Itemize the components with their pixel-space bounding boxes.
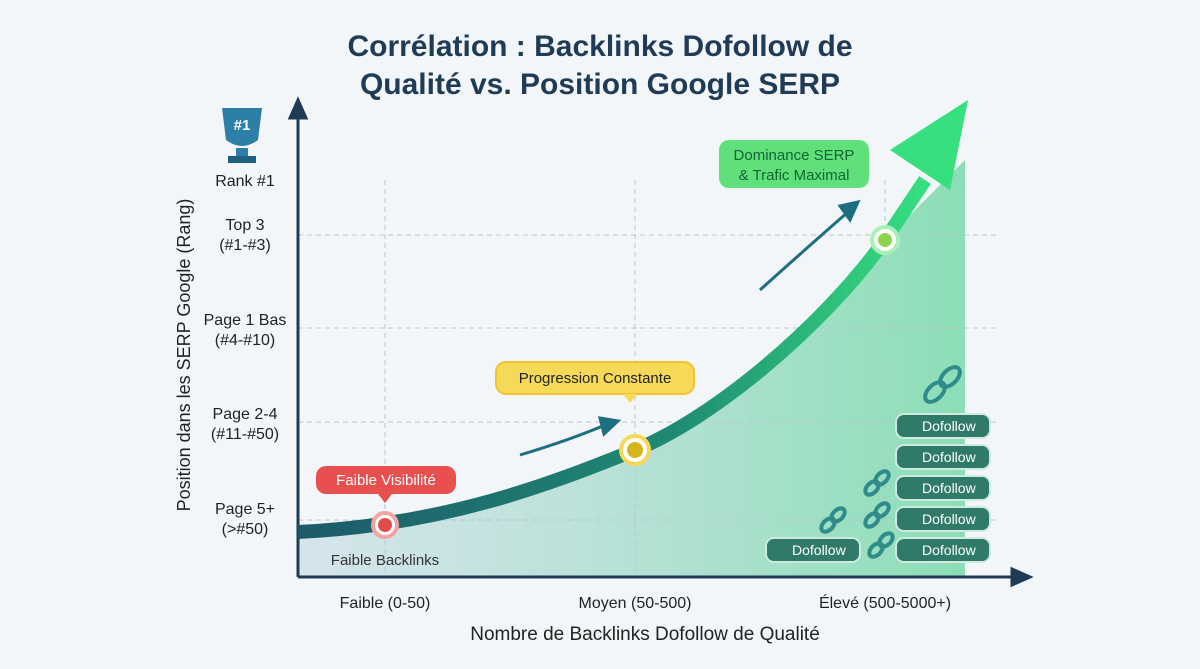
y-level: Page 2-4: [213, 406, 278, 423]
area-fill: [298, 160, 965, 577]
y-level: Top 3: [225, 217, 264, 234]
trend-arrows: [519, 199, 861, 457]
callout-high: Dominance SERP & Trafic Maximal: [719, 140, 869, 188]
badge-text: Dofollow: [922, 418, 977, 434]
callout-low: Faible Visibilité: [316, 466, 456, 503]
x-tick-label: Faible (0-50): [340, 595, 431, 612]
badge-text: Dofollow: [922, 542, 977, 558]
badge: Dofollow: [895, 506, 991, 532]
badge: Dofollow: [895, 413, 991, 439]
axes: [287, 96, 1034, 588]
points: [371, 225, 900, 539]
callout-text: Faible Visibilité: [336, 472, 436, 489]
badge: Dofollow: [765, 537, 861, 563]
callout-text: & Trafic Maximal: [739, 167, 850, 184]
badge-text: Dofollow: [922, 511, 977, 527]
y-level: (#11-#50): [211, 426, 279, 443]
chain-icons: [819, 365, 962, 559]
y-level: Rank #1: [215, 173, 275, 190]
x-tick-label: Élevé (500-5000+): [819, 593, 951, 612]
callout-text: Dominance SERP: [734, 147, 855, 164]
x-axis-label: Nombre de Backlinks Dofollow de Qualité: [470, 624, 820, 645]
badge: Dofollow: [895, 444, 991, 470]
badge-text: Dofollow: [922, 480, 977, 496]
y-level: Page 5+: [215, 501, 275, 518]
callout-mid: Progression Constante: [495, 361, 695, 403]
trophy-label: #1: [234, 117, 251, 134]
badge: Dofollow: [895, 537, 991, 563]
badge-text: Dofollow: [792, 542, 847, 558]
base-label: Faible Backlinks: [331, 552, 439, 569]
y-level: (#4-#10): [215, 332, 275, 349]
y-level: (>#50): [222, 521, 269, 538]
callout-text: Progression Constante: [519, 370, 672, 387]
x-tick-label: Moyen (50-500): [579, 595, 692, 612]
y-level: Page 1 Bas: [204, 312, 287, 329]
curve-arrowhead: [890, 100, 968, 190]
badge: Dofollow: [895, 475, 991, 501]
trophy: #1: [222, 108, 262, 163]
chart-title: Corrélation : Backlinks Dofollow de Qual…: [347, 30, 853, 101]
y-axis-label: Position dans les SERP Google (Rang): [174, 199, 194, 512]
badge-text: Dofollow: [922, 449, 977, 465]
y-level: (#1-#3): [219, 237, 271, 254]
